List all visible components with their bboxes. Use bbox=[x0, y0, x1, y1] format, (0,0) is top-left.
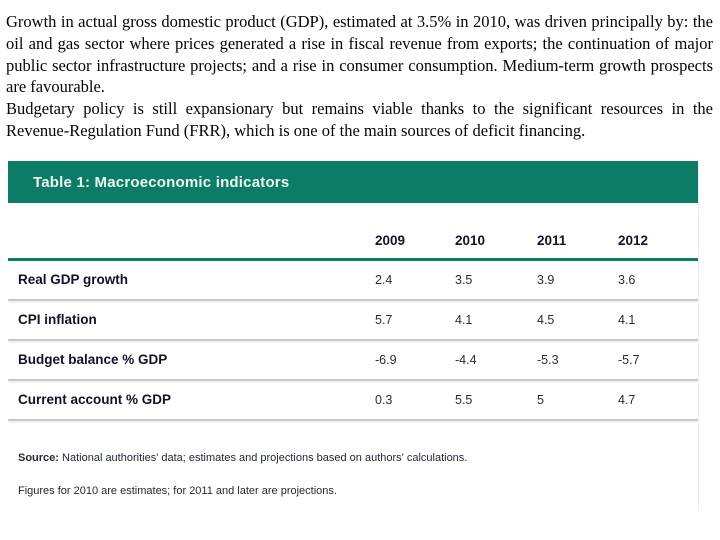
cell-value: 3.9 bbox=[537, 273, 555, 287]
cell-value: -4.4 bbox=[455, 353, 477, 367]
row-label: CPI inflation bbox=[18, 312, 97, 327]
source-label: Source: bbox=[18, 452, 59, 464]
cell-value: -5.3 bbox=[537, 353, 559, 367]
source-text: National authorities' data; estimates an… bbox=[58, 452, 468, 464]
cell-value: -5.7 bbox=[618, 353, 640, 367]
cell-value: 4.7 bbox=[618, 393, 636, 407]
column-header-2009: 2009 bbox=[375, 232, 406, 248]
cell-value: 5.5 bbox=[455, 393, 473, 407]
table-title-bar: Table 1: Macroeconomic indicators bbox=[8, 161, 698, 203]
row-label: Real GDP growth bbox=[18, 272, 129, 287]
table-note: Figures for 2010 are estimates; for 2011… bbox=[18, 485, 337, 497]
table-title: Table 1: Macroeconomic indicators bbox=[33, 173, 290, 191]
table-row-budget-balance: Budget balance % GDP -6.9 -4.4 -5.3 -5.7 bbox=[8, 341, 698, 381]
intro-paragraph-2: Budgetary policy is still expansionary b… bbox=[6, 99, 713, 140]
table-footnotes: Source: National authorities' data; esti… bbox=[8, 452, 698, 511]
row-label: Current account % GDP bbox=[18, 392, 172, 407]
cell-value: 4.1 bbox=[455, 313, 473, 327]
table-row-cpi-inflation: CPI inflation 5.7 4.1 4.5 4.1 bbox=[8, 301, 698, 341]
intro-text: Growth in actual gross domestic product … bbox=[6, 11, 713, 142]
intro-paragraph-1: Growth in actual gross domestic product … bbox=[6, 12, 713, 97]
cell-value: -6.9 bbox=[375, 353, 397, 367]
cell-value: 3.5 bbox=[455, 273, 473, 287]
macroeconomic-indicators-table: Table 1: Macroeconomic indicators 2009 2… bbox=[8, 161, 699, 511]
table-row-real-gdp-growth: Real GDP growth 2.4 3.5 3.9 3.6 bbox=[8, 261, 698, 301]
cell-value: 2.4 bbox=[375, 273, 393, 287]
table-row-current-account: Current account % GDP 0.3 5.5 5 4.7 bbox=[8, 381, 698, 421]
table-header-rule bbox=[8, 258, 698, 261]
column-header-2010: 2010 bbox=[455, 232, 486, 248]
cell-value: 4.1 bbox=[618, 313, 636, 327]
table-column-headers: 2009 2010 2011 2012 bbox=[8, 230, 698, 250]
cell-value: 0.3 bbox=[375, 393, 393, 407]
row-label: Budget balance % GDP bbox=[18, 352, 168, 367]
cell-value: 5.7 bbox=[375, 313, 393, 327]
column-header-2012: 2012 bbox=[618, 232, 649, 248]
cell-value: 3.6 bbox=[618, 273, 636, 287]
table-source: Source: National authorities' data; esti… bbox=[18, 452, 698, 464]
cell-value: 4.5 bbox=[537, 313, 555, 327]
column-header-2011: 2011 bbox=[537, 232, 567, 248]
cell-value: 5 bbox=[537, 393, 544, 407]
